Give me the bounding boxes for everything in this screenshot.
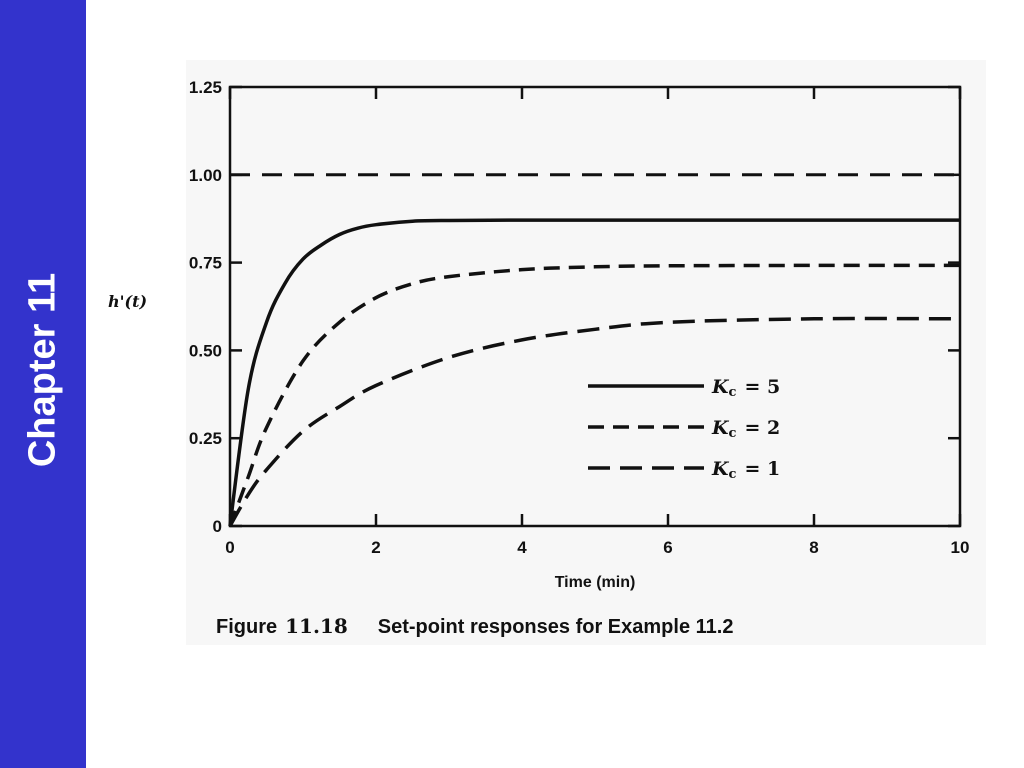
- legend-label-3: Kc = 1: [711, 458, 780, 482]
- y-tick-label: 0.50: [189, 341, 222, 360]
- figure-background: [186, 60, 986, 645]
- caption-figure-word: Figure: [216, 616, 278, 638]
- chapter-sidebar: Chapter 11: [0, 0, 86, 768]
- legend-label-2: Kc = 2: [711, 417, 780, 441]
- figure-caption: Figure 11.18 Set-point responses for Examp…: [216, 614, 733, 639]
- y-tick-label: 1.00: [189, 166, 222, 185]
- x-tick-label: 2: [371, 538, 380, 557]
- series-line-3: [228, 316, 961, 527]
- plot-frame: [228, 85, 962, 528]
- figure-area: 0 2 4 6 8 10 0 0.25 0.50 0.75 1.00 1.25 Time (min) h'…: [86, 0, 1024, 768]
- caption-figure-number: 11.18: [285, 614, 348, 638]
- line-chart: 0 2 4 6 8 10 0 0.25 0.50 0.75 1.00 1.25 Time (min) h'…: [108, 78, 970, 591]
- x-tick-label: 10: [951, 538, 970, 557]
- chapter-title: Chapter 11: [21, 272, 64, 468]
- y-tick-label: 1.25: [189, 78, 222, 97]
- series-layer: [228, 173, 961, 527]
- x-tick-label: 6: [663, 538, 672, 557]
- legend-label-1: Kc = 5: [711, 376, 780, 400]
- y-axis-label: h'(t): [108, 292, 147, 311]
- x-tick-label: 8: [809, 538, 818, 557]
- caption-text: Set-point responses for Example 11.2: [377, 616, 734, 638]
- x-tick-label: 0: [225, 538, 234, 557]
- y-tick-label: 0.25: [189, 429, 222, 448]
- y-tick-label: 0.75: [189, 254, 222, 273]
- y-tick-label: 0: [213, 517, 222, 536]
- legend: Kc = 5 Kc = 2 Kc = 1: [588, 376, 780, 482]
- series-line-2: [228, 263, 960, 527]
- series-line-1: [228, 218, 960, 527]
- x-tick-label: 4: [517, 538, 527, 557]
- x-axis-label: Time (min): [555, 574, 636, 591]
